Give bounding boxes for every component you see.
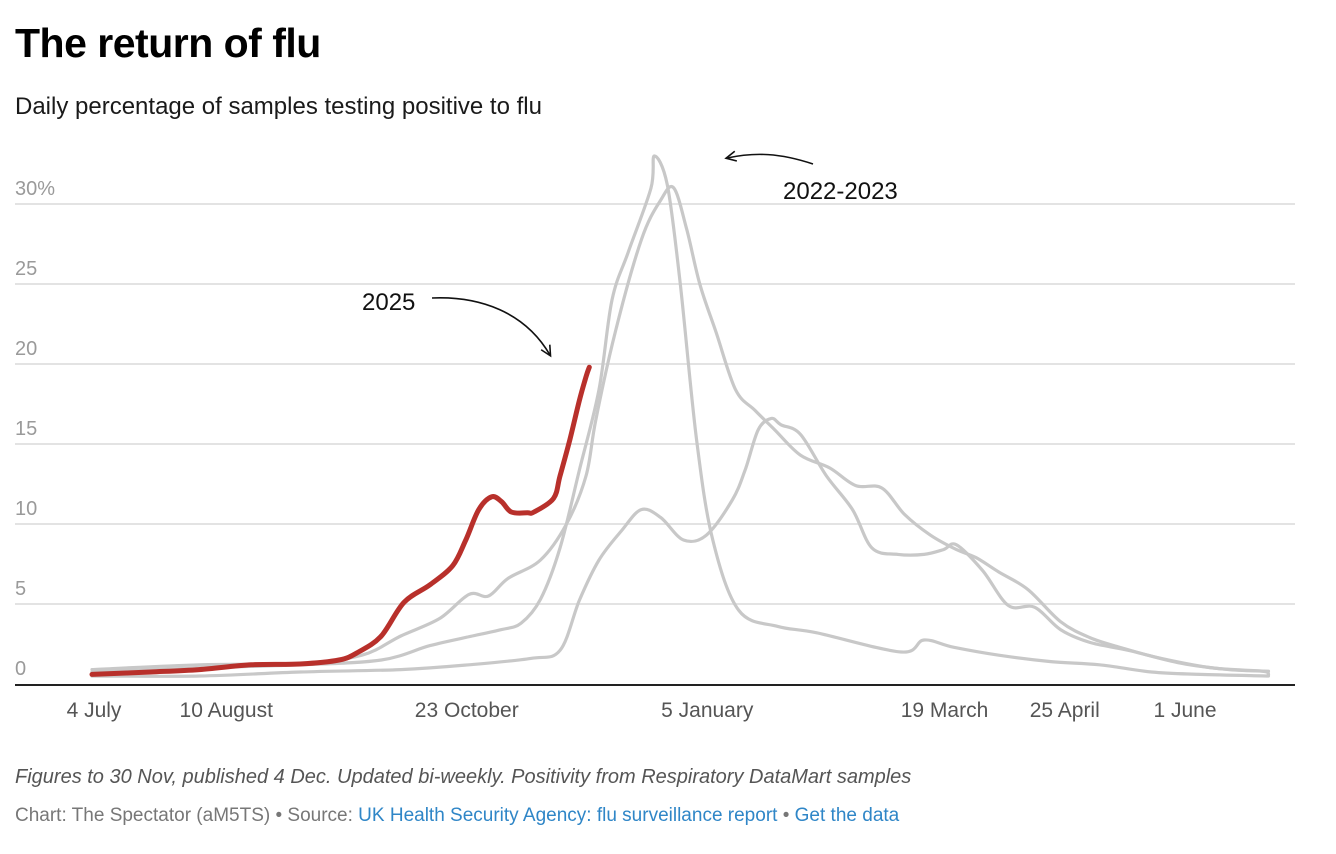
y-tick-label: 15	[15, 418, 37, 440]
series-line-season-a	[90, 416, 1271, 678]
chart-credits: Chart: The Spectator (aM5TS) • Source: U…	[15, 805, 899, 827]
chart-notes: Figures to 30 Nov, published 4 Dec. Upda…	[15, 766, 912, 788]
y-tick-label: 5	[15, 578, 26, 600]
chart-subtitle: Daily percentage of samples testing posi…	[15, 93, 542, 120]
x-axis-ticks: 4 July 10 August 23 October 5 January 19 Mar…	[67, 699, 1217, 722]
x-tick-label: 5 January	[661, 699, 754, 722]
y-tick-label: 20	[15, 338, 37, 360]
series-line-2022-2023	[90, 154, 1271, 678]
annotation-2022-2023: 2022-2023	[783, 178, 898, 205]
y-tick-label: 10	[15, 498, 37, 520]
x-tick-label: 25 April	[1030, 699, 1100, 722]
annotation-arrow-2025	[431, 297, 552, 358]
y-axis-ticks: 0 5 10 15 20 25 30%	[15, 178, 55, 680]
chart-title: The return of flu	[15, 20, 321, 66]
x-tick-label: 4 July	[67, 699, 122, 722]
series-lines	[89, 154, 1271, 678]
y-tick-label: 25	[15, 258, 37, 280]
get-the-data-link[interactable]: Get the data	[794, 805, 900, 826]
x-tick-label: 23 October	[415, 699, 519, 722]
x-tick-label: 10 August	[180, 699, 274, 722]
credit-prefix: Chart: The Spectator (aM5TS) • Source:	[15, 805, 359, 826]
annotation-arrow-2022-2023	[724, 150, 814, 165]
source-link[interactable]: UK Health Security Agency: flu surveilla…	[358, 805, 778, 826]
credit-separator: •	[777, 805, 795, 826]
y-tick-label: 0	[15, 658, 26, 680]
gridlines	[15, 203, 1295, 605]
annotations: 2025 2022-2023	[362, 150, 898, 358]
x-tick-label: 1 June	[1153, 699, 1216, 722]
annotation-2025: 2025	[362, 289, 415, 316]
x-tick-label: 19 March	[901, 699, 989, 722]
y-tick-label: 30%	[15, 178, 55, 200]
series-line-season-b	[90, 184, 1271, 676]
series-line-2025	[89, 364, 592, 677]
